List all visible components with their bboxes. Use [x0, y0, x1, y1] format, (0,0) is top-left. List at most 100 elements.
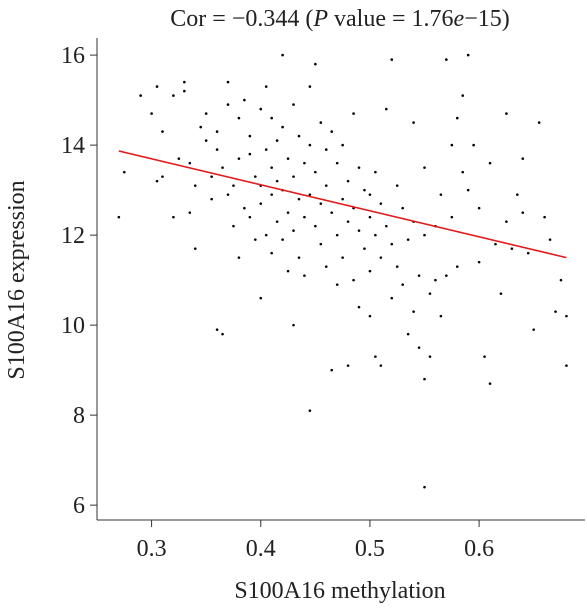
point: [150, 112, 153, 115]
point: [330, 368, 334, 372]
y-tick-label: 10: [61, 313, 85, 339]
point: [554, 310, 557, 313]
point: [314, 170, 317, 174]
point: [248, 152, 252, 156]
point: [330, 130, 334, 133]
point: [428, 292, 432, 295]
point: [335, 233, 339, 237]
point: [390, 242, 394, 246]
point: [275, 220, 279, 223]
point: [401, 283, 404, 286]
point: [516, 193, 519, 196]
point: [335, 161, 339, 165]
point: [499, 292, 503, 295]
title-part: P: [312, 6, 328, 32]
point: [155, 179, 159, 183]
point: [428, 355, 432, 358]
point: [286, 269, 290, 273]
point: [253, 238, 257, 241]
point: [406, 238, 410, 241]
point: [308, 409, 312, 412]
point: [532, 328, 535, 331]
point: [183, 80, 186, 84]
point: [483, 355, 486, 358]
point: [374, 233, 377, 237]
point: [188, 161, 192, 165]
point: [237, 256, 241, 259]
point: [259, 296, 263, 300]
point: [314, 62, 317, 66]
point: [303, 215, 306, 219]
point: [226, 193, 230, 196]
point: [357, 229, 361, 232]
point: [472, 143, 475, 147]
point: [237, 157, 241, 160]
point: [406, 332, 410, 336]
y-axis-label: S100A16 expression: [4, 180, 30, 379]
point: [521, 157, 525, 160]
point: [412, 310, 415, 313]
point: [117, 215, 121, 219]
point: [264, 233, 268, 237]
point: [395, 265, 399, 268]
point: [455, 116, 459, 120]
point: [215, 148, 219, 151]
point: [286, 211, 290, 214]
y-tick-label: 6: [73, 493, 85, 519]
point: [292, 323, 295, 327]
point: [324, 148, 328, 151]
point: [193, 184, 197, 187]
point: [183, 89, 186, 93]
point: [281, 125, 284, 129]
point: [248, 215, 252, 219]
point: [308, 143, 312, 147]
y-tick-label: 8: [73, 403, 85, 429]
point: [122, 170, 126, 174]
point: [215, 130, 219, 133]
point: [494, 242, 497, 246]
point: [395, 184, 399, 187]
point: [237, 116, 241, 120]
point: [390, 296, 394, 300]
point: [204, 112, 208, 115]
point: [423, 377, 426, 381]
point: [292, 229, 295, 232]
point: [155, 85, 159, 88]
point: [357, 166, 361, 169]
point: [259, 107, 263, 111]
point: [297, 256, 301, 259]
point: [417, 274, 421, 277]
point: [210, 175, 213, 178]
y-tick-label: 14: [61, 133, 85, 159]
point: [248, 134, 252, 138]
point: [172, 215, 175, 219]
point: [270, 251, 273, 255]
point: [177, 157, 181, 160]
point: [368, 269, 372, 273]
point: [401, 206, 404, 210]
point: [275, 139, 279, 142]
x-tick-label: 0.4: [246, 536, 276, 562]
point: [461, 94, 465, 97]
point: [434, 278, 437, 282]
point: [385, 224, 388, 228]
x-tick-label: 0.5: [355, 536, 385, 562]
point: [270, 166, 273, 169]
point: [226, 103, 230, 106]
point: [445, 274, 448, 277]
point: [357, 305, 361, 309]
point: [346, 220, 350, 223]
point: [385, 107, 388, 111]
point: [341, 143, 344, 147]
point: [341, 197, 344, 201]
point: [537, 121, 541, 124]
point: [264, 85, 268, 88]
point: [488, 382, 492, 385]
point: [270, 116, 273, 120]
point: [417, 346, 421, 349]
point: [199, 125, 203, 129]
point: [445, 58, 448, 61]
point: [390, 58, 394, 61]
point: [324, 265, 328, 268]
